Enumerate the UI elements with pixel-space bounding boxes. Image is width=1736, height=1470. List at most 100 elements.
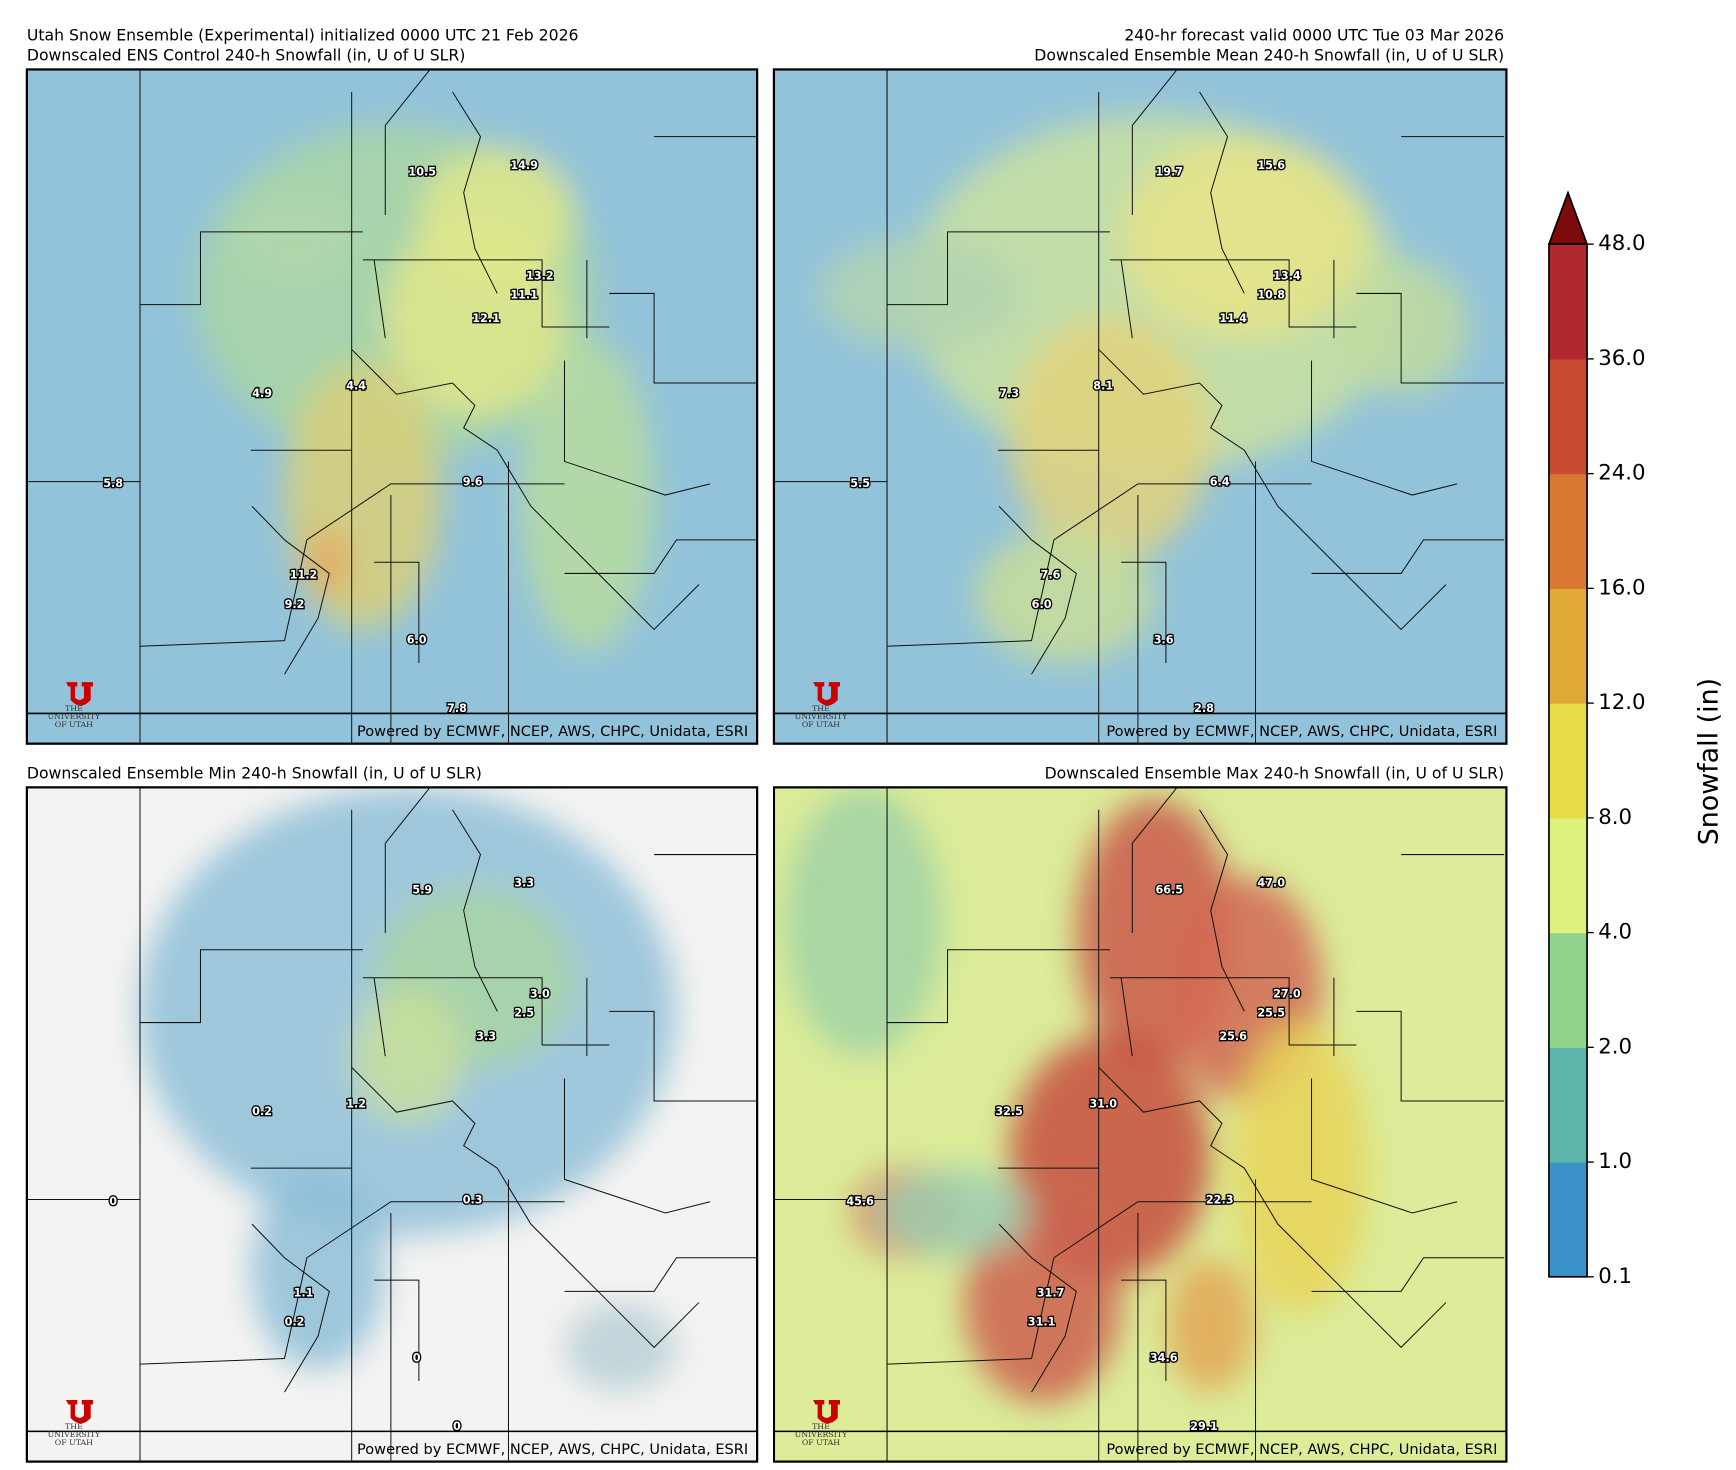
logo-text: OF UTAH: [55, 1438, 93, 1447]
point-label: 0: [453, 1420, 461, 1433]
boundary: [251, 1223, 330, 1393]
snow-region: [1233, 1022, 1368, 1314]
colorbar-segment: [1548, 244, 1588, 360]
map-panel: Downscaled ENS Control 240-h Snowfall (i…: [25, 45, 759, 745]
point-label: 7.6: [1041, 569, 1061, 582]
logo-text: THE: [812, 704, 830, 713]
point-label: 25.6: [1219, 1030, 1247, 1043]
point-label: 25.5: [1257, 1007, 1285, 1020]
boundary: [1098, 349, 1447, 631]
point-label: 27.0: [1273, 988, 1301, 1001]
boundary: [384, 69, 431, 216]
point-label: 7.3: [999, 387, 1019, 400]
boundary: [563, 360, 711, 496]
logo-text: UNIVERSITY: [795, 1430, 848, 1439]
panel-frame: [25, 786, 759, 1463]
point-label: 3.3: [514, 877, 534, 890]
map-area: [773, 787, 1507, 1462]
point-label: 34.6: [1150, 1352, 1178, 1365]
boundary: [1098, 1067, 1447, 1349]
map-area: [26, 69, 758, 744]
point-label: 31.7: [1037, 1287, 1065, 1300]
point-label: 12.1: [472, 312, 500, 325]
point-label: 6.0: [407, 634, 427, 647]
logo-text: UNIVERSITY: [48, 1430, 101, 1439]
boundary: [564, 1257, 758, 1292]
snow-region: [975, 528, 1155, 664]
point-label: 22.3: [1206, 1194, 1234, 1207]
header-left: Utah Snow Ensemble (Experimental) initia…: [27, 25, 579, 44]
snow-region: [1009, 315, 1211, 563]
colorbar-tick-label: 36.0: [1598, 346, 1645, 371]
panel-title: Downscaled ENS Control 240-h Snowfall (i…: [27, 45, 466, 64]
point-label: 2.8: [1194, 702, 1214, 715]
logo-text: OF UTAH: [802, 720, 840, 729]
boundary: [362, 259, 610, 328]
colorbar-extend: [1547, 190, 1589, 246]
logo-mark: [66, 682, 93, 706]
point-label: 1.2: [346, 1097, 366, 1110]
point-label: 9.2: [285, 598, 305, 611]
boundary: [1109, 259, 1357, 328]
boundary: [140, 949, 363, 1024]
boundary: [452, 91, 498, 294]
point-label: 1.1: [294, 1287, 314, 1300]
point-label: 5.5: [850, 477, 870, 490]
colorbar-segment: [1548, 932, 1588, 1048]
snow-region: [1165, 1257, 1256, 1393]
boundary: [139, 1201, 565, 1365]
colorbar-tick-label: 16.0: [1598, 575, 1645, 600]
panel-title: Downscaled Ensemble Min 240-h Snowfall (…: [27, 763, 482, 782]
point-label: 6.0: [1032, 598, 1052, 611]
boundary: [140, 231, 363, 306]
credit: Powered by ECMWF, NCEP, AWS, CHPC, Unida…: [1106, 1441, 1497, 1458]
colorbar-segment: [1548, 1162, 1588, 1278]
boundary: [609, 292, 758, 384]
point-label: 10.8: [1257, 289, 1285, 302]
point-label: 11.2: [290, 569, 318, 582]
logo-mark: [66, 1400, 93, 1424]
snow-region: [785, 787, 942, 1057]
panel-title: Downscaled Ensemble Mean 240-h Snowfall …: [1034, 45, 1504, 64]
snow-region: [351, 988, 464, 1124]
boundary: [998, 1223, 1077, 1393]
snow-region: [306, 528, 352, 596]
colorbar-tick-label: 24.0: [1598, 461, 1645, 486]
point-label: 4.9: [252, 387, 272, 400]
point-label: 11.4: [1219, 312, 1247, 325]
boundary: [351, 1067, 700, 1349]
snow-region: [228, 192, 363, 283]
colorbar-tick-label: 8.0: [1598, 805, 1632, 830]
boundary: [1109, 977, 1357, 1046]
colorbar-tick-label: 1.0: [1598, 1149, 1632, 1174]
logo-text: THE: [812, 1422, 830, 1431]
boundary: [374, 1279, 420, 1381]
snow-field: [138, 787, 677, 1393]
boundary: [1120, 977, 1133, 1057]
point-label: 0.2: [285, 1316, 305, 1329]
point-label: 0: [109, 1195, 117, 1208]
point-label: 31.1: [1028, 1316, 1056, 1329]
snow-region: [874, 1168, 1032, 1258]
map-area: [26, 787, 758, 1462]
boundary: [1120, 259, 1133, 339]
point-label: 7.8: [447, 702, 467, 715]
colorbar-tick-label: 4.0: [1598, 920, 1632, 945]
boundary: [1311, 1257, 1505, 1292]
point-label: 0: [413, 1352, 421, 1365]
boundary: [384, 787, 431, 933]
boundary: [1356, 292, 1505, 384]
boundary: [362, 977, 610, 1046]
boundary: [1311, 539, 1505, 574]
colorbar-segment: [1548, 588, 1588, 704]
snow-region: [519, 338, 655, 652]
logo-text: THE: [65, 704, 83, 713]
logo-text: THE: [65, 1422, 83, 1431]
point-label: 8.1: [1093, 379, 1113, 392]
boundary: [452, 809, 498, 1012]
boundary: [1356, 1010, 1505, 1102]
credit: Powered by ECMWF, NCEP, AWS, CHPC, Unida…: [357, 1441, 748, 1458]
point-label: 29.1: [1190, 1420, 1218, 1433]
panel-frame: [25, 68, 759, 745]
colorbar-tick-label: 2.0: [1598, 1034, 1632, 1059]
